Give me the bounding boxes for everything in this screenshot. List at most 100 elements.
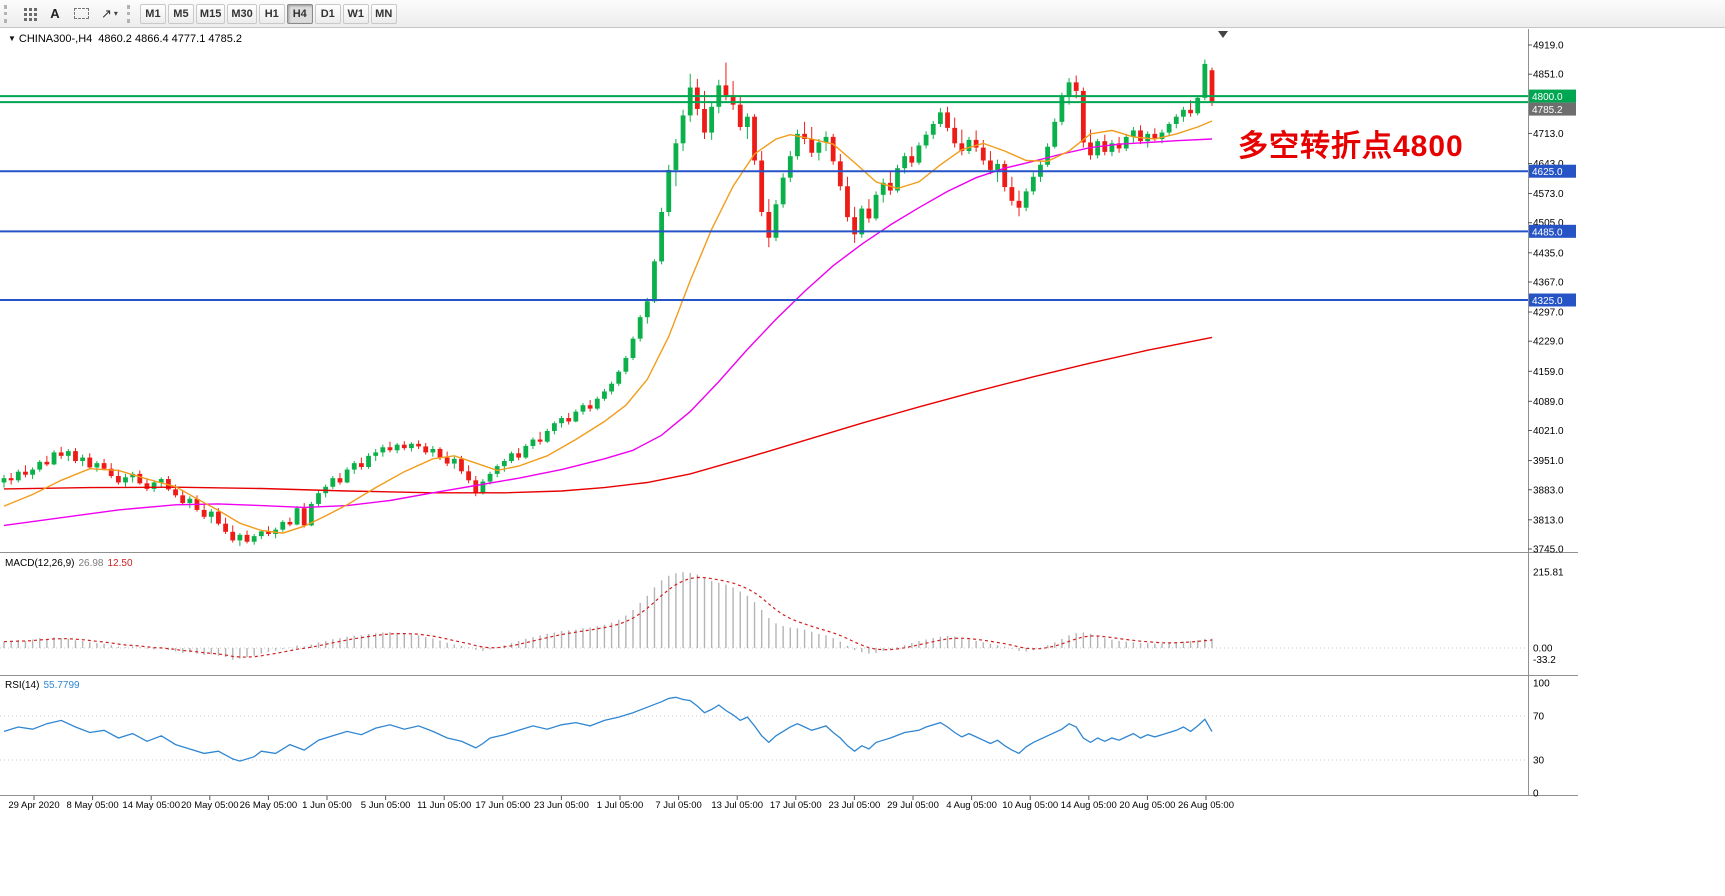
- svg-text:4159.0: 4159.0: [1533, 367, 1564, 378]
- svg-text:26 May 05:00: 26 May 05:00: [240, 800, 298, 811]
- svg-text:4851.0: 4851.0: [1533, 70, 1564, 81]
- arrow-tool-icon: ↗: [101, 6, 112, 21]
- ma-fast-orange-line: [3, 120, 1213, 534]
- chart-header: ▼ CHINA300-,H4 4860.2 4866.4 4777.1 4785.2: [8, 33, 242, 45]
- chart-canvas[interactable]: 4919.0 4851.0 4713.0 4643.0 4573.0 4505.0 4435…: [0, 28, 1725, 896]
- horizontal-line-objects[interactable]: [0, 95, 1528, 302]
- svg-text:3883.0: 3883.0: [1533, 485, 1564, 496]
- svg-text:0: 0: [1533, 789, 1539, 800]
- macd-signal-line: [3, 576, 1213, 658]
- svg-text:4713.0: 4713.0: [1533, 129, 1564, 140]
- label-frame-tool-button[interactable]: [69, 3, 94, 25]
- svg-text:4 Aug 05:00: 4 Aug 05:00: [946, 800, 997, 811]
- macd-indicator-label: MACD(12,26,9) 26.98 12.50: [5, 558, 133, 569]
- svg-text:23 Jul 05:00: 23 Jul 05:00: [829, 800, 881, 811]
- svg-text:7 Jul 05:00: 7 Jul 05:00: [655, 800, 701, 811]
- rsi-panel: 100 70 30 0: [0, 679, 1550, 800]
- svg-text:4625.0: 4625.0: [1532, 167, 1563, 178]
- panel-separators[interactable]: [0, 29, 1578, 796]
- chart-area[interactable]: 4919.0 4851.0 4713.0 4643.0 4573.0 4505.0 4435…: [0, 28, 1725, 896]
- macd-name: MACD(12,26,9): [5, 558, 75, 569]
- rsi-name: RSI(14): [5, 680, 40, 691]
- svg-text:4573.0: 4573.0: [1533, 189, 1564, 200]
- svg-text:20 May 05:00: 20 May 05:00: [181, 800, 239, 811]
- svg-text:4297.0: 4297.0: [1533, 308, 1564, 319]
- svg-text:4435.0: 4435.0: [1533, 248, 1564, 259]
- svg-text:4089.0: 4089.0: [1533, 397, 1564, 408]
- symbol-caret-icon: ▼: [8, 34, 16, 43]
- svg-text:29 Apr 2020: 29 Apr 2020: [8, 800, 59, 811]
- timeframe-button-MN[interactable]: MN: [370, 3, 397, 24]
- symbol-title: CHINA300-,H4: [18, 33, 93, 45]
- price-axis[interactable]: 4919.0 4851.0 4713.0 4643.0 4573.0 4505.0 4435…: [1528, 41, 1576, 556]
- timeframe-button-M1[interactable]: M1: [139, 3, 166, 24]
- svg-text:4021.0: 4021.0: [1533, 426, 1564, 437]
- svg-text:1 Jun 05:00: 1 Jun 05:00: [302, 800, 352, 811]
- svg-text:4505.0: 4505.0: [1533, 218, 1564, 229]
- svg-text:215.81: 215.81: [1533, 567, 1564, 578]
- timeframe-toolbar-grip[interactable]: [126, 4, 133, 23]
- svg-text:10 Aug 05:00: 10 Aug 05:00: [1002, 800, 1058, 811]
- dropdown-caret-icon: ▾: [113, 9, 118, 18]
- svg-text:13 Jul 05:00: 13 Jul 05:00: [711, 800, 763, 811]
- svg-text:4367.0: 4367.0: [1533, 277, 1564, 288]
- svg-text:4785.2: 4785.2: [1532, 105, 1563, 116]
- timeframe-button-D1[interactable]: D1: [314, 3, 341, 24]
- svg-text:8 May 05:00: 8 May 05:00: [66, 800, 118, 811]
- pattern-tool-button[interactable]: [17, 3, 41, 25]
- svg-text:70: 70: [1533, 712, 1545, 723]
- timeframe-button-W1[interactable]: W1: [342, 3, 369, 24]
- svg-text:4643.0: 4643.0: [1533, 159, 1564, 170]
- timeframe-button-H1[interactable]: H1: [258, 3, 285, 24]
- svg-text:5 Jun 05:00: 5 Jun 05:00: [361, 800, 411, 811]
- svg-text:14 Aug 05:00: 14 Aug 05:00: [1061, 800, 1117, 811]
- macd-signal-value: 12.50: [107, 558, 133, 569]
- rsi-indicator-label: RSI(14) 55.7799: [5, 680, 80, 691]
- ma-mid-magenta-line: [3, 138, 1213, 527]
- price-tag-4785.2: [1529, 102, 1576, 116]
- arrows-tool-button[interactable]: ↗ ▾: [96, 3, 123, 25]
- svg-text:30: 30: [1533, 756, 1545, 767]
- svg-text:1 Jul 05:00: 1 Jul 05:00: [597, 800, 643, 811]
- ma-slow-red-line: [3, 336, 1213, 494]
- svg-text:17 Jun 05:00: 17 Jun 05:00: [475, 800, 530, 811]
- chart-shift-marker-icon: [1218, 31, 1228, 38]
- text-tool-icon: A: [50, 6, 60, 21]
- svg-text:26 Aug 05:00: 26 Aug 05:00: [1178, 800, 1234, 811]
- text-tool-button[interactable]: A: [43, 3, 67, 25]
- rsi-line: [3, 696, 1213, 762]
- timeframe-button-M5[interactable]: M5: [167, 3, 194, 24]
- timeframe-button-M30[interactable]: M30: [227, 3, 257, 24]
- svg-text:14 May 05:00: 14 May 05:00: [122, 800, 180, 811]
- macd-histogram: [3, 572, 1213, 660]
- price-tag-4325.0: [1529, 293, 1576, 307]
- price-tag-4800.0: [1529, 89, 1576, 103]
- svg-text:4919.0: 4919.0: [1533, 41, 1564, 52]
- rsi-value: 55.7799: [43, 680, 80, 691]
- main-toolbar: A ↗ ▾ M1 M5 M15 M30 H1 H4 D1 W1 MN: [0, 0, 1725, 28]
- chart-annotation[interactable]: 多空转折点4800: [1238, 130, 1464, 163]
- time-axis[interactable]: 29 Apr 2020 8 May 05:00 14 May 05:00 20 May…: [8, 796, 1234, 811]
- svg-text:-33.2: -33.2: [1533, 655, 1556, 666]
- price-tag-4625.0: [1529, 164, 1576, 178]
- svg-text:100: 100: [1533, 679, 1550, 690]
- svg-text:3745.0: 3745.0: [1533, 544, 1564, 555]
- svg-text:4800.0: 4800.0: [1532, 92, 1563, 103]
- svg-text:3951.0: 3951.0: [1533, 456, 1564, 467]
- timeframe-button-H4[interactable]: H4: [286, 3, 313, 24]
- macd-panel: 215.81 0.00-33.2: [0, 567, 1564, 666]
- svg-text:3813.0: 3813.0: [1533, 515, 1564, 526]
- price-tag-4485.0: [1529, 224, 1576, 238]
- ohlc-readout: 4860.2 4866.4 4777.1 4785.2: [98, 33, 243, 45]
- dots-grid-icon: [23, 7, 36, 20]
- timeframe-button-M15[interactable]: M15: [195, 3, 226, 24]
- toolbar-grip[interactable]: [4, 4, 10, 23]
- svg-text:29 Jul 05:00: 29 Jul 05:00: [887, 800, 939, 811]
- macd-value: 26.98: [78, 558, 104, 569]
- svg-text:20 Aug 05:00: 20 Aug 05:00: [1119, 800, 1175, 811]
- svg-text:4325.0: 4325.0: [1532, 296, 1563, 307]
- svg-text:11 Jun 05:00: 11 Jun 05:00: [417, 800, 471, 811]
- svg-text:23 Jun 05:00: 23 Jun 05:00: [534, 800, 589, 811]
- svg-text:4229.0: 4229.0: [1533, 337, 1564, 348]
